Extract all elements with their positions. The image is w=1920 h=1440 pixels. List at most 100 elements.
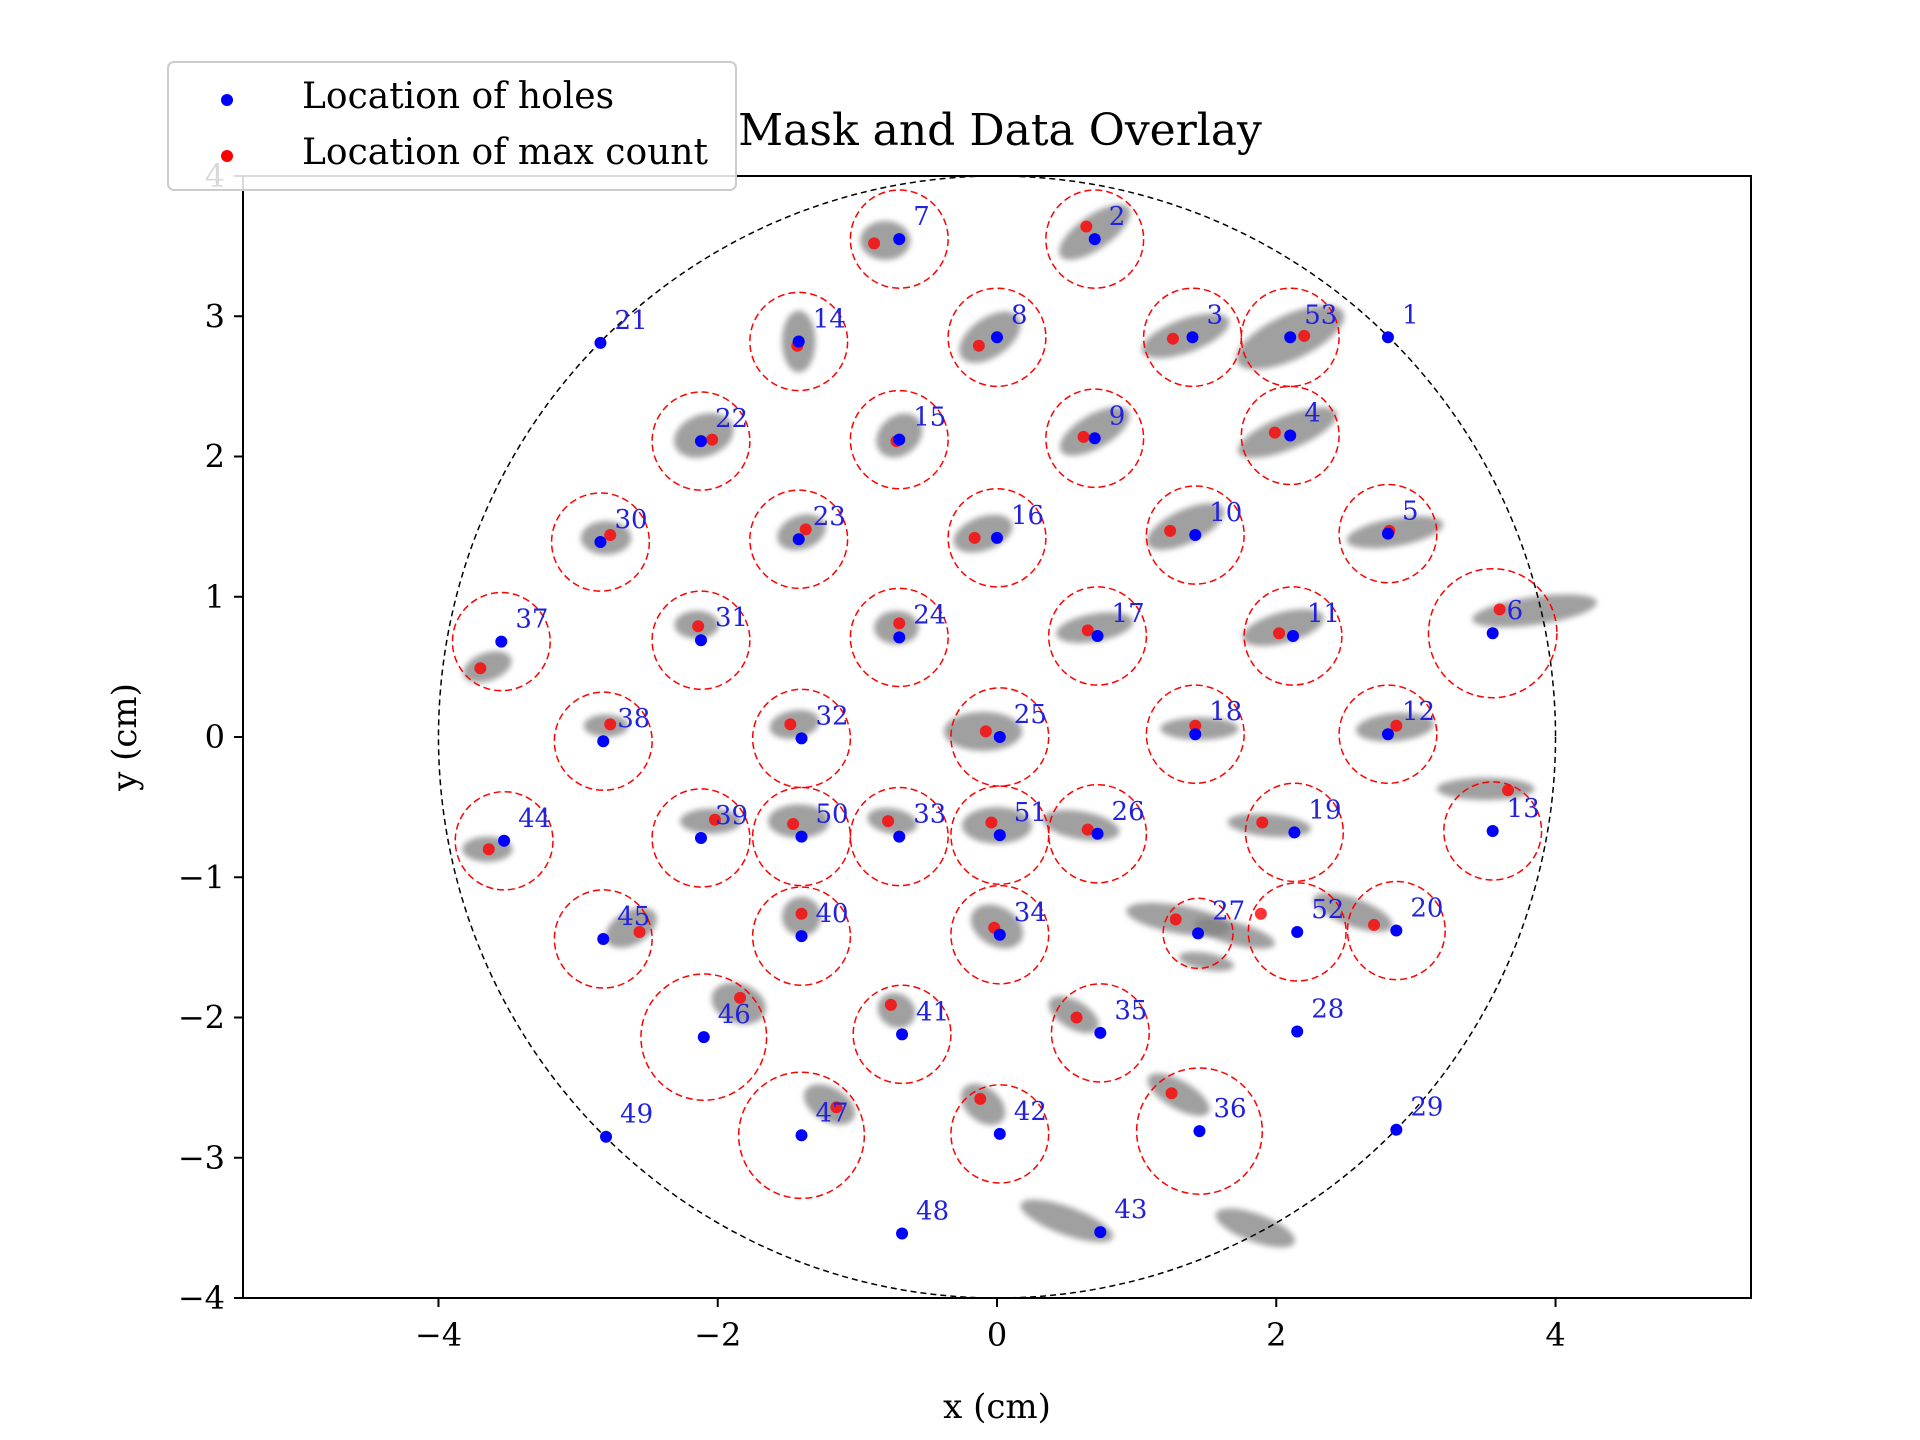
hole-label: 4 — [1304, 398, 1321, 428]
max-count-point — [972, 339, 985, 352]
hole-ring — [947, 488, 1047, 588]
data-blob — [1059, 204, 1131, 260]
data-blob — [1193, 918, 1275, 949]
y-axis-label: y (cm) — [105, 683, 145, 792]
y-tick-label: 3 — [205, 297, 225, 335]
hole-ring — [1047, 586, 1148, 686]
hole-label: 43 — [1114, 1195, 1147, 1225]
hole-ring — [849, 587, 949, 688]
y-tick-label: 1 — [205, 578, 225, 616]
hole-label: 31 — [715, 603, 748, 633]
max-count-point — [784, 718, 797, 731]
max-count-point — [1273, 627, 1286, 640]
hole-ring — [640, 973, 768, 1101]
hole-ring — [849, 389, 949, 490]
hole-label: 2 — [1109, 202, 1126, 232]
x-tick-label: −4 — [415, 1316, 462, 1354]
data-blob — [1020, 1199, 1113, 1243]
hole-ring — [1338, 483, 1438, 584]
data-blob — [1056, 612, 1134, 643]
max-count-point — [633, 925, 646, 938]
legend-marker-max-count — [221, 150, 233, 162]
hole-point — [594, 336, 607, 349]
hole-point — [694, 831, 707, 844]
hole-label: 3 — [1206, 300, 1223, 330]
max-count-point — [968, 531, 981, 544]
hole-label: 48 — [916, 1196, 949, 1226]
hole-ring — [1145, 485, 1245, 585]
hole-point — [993, 829, 1006, 842]
hole-label: 30 — [614, 505, 647, 535]
hole-point — [597, 735, 610, 748]
max-count-point — [706, 433, 719, 446]
max-count-point — [1268, 426, 1281, 439]
hole-label: 5 — [1402, 497, 1419, 527]
max-count-point — [974, 1092, 987, 1105]
hole-label: 47 — [816, 1098, 849, 1128]
hole-point — [896, 1227, 909, 1240]
hole-point — [1186, 331, 1199, 344]
hole-point — [893, 631, 906, 644]
hole-label: 49 — [620, 1100, 653, 1130]
data-blob — [1146, 503, 1225, 550]
hole-label: 52 — [1311, 895, 1344, 925]
hole-point — [893, 233, 906, 246]
hole-point — [1284, 331, 1297, 344]
hole-label: 42 — [1014, 1097, 1047, 1127]
data-blob — [953, 514, 1013, 553]
hole-label: 38 — [617, 704, 650, 734]
y-tick-label: −2 — [178, 999, 225, 1037]
hole-point — [1189, 728, 1202, 741]
hole-point — [1486, 824, 1499, 837]
y-tick-label: 0 — [205, 718, 225, 756]
hole-label: 21 — [614, 306, 647, 336]
hole-point — [893, 830, 906, 843]
hole-point — [1284, 429, 1297, 442]
max-count-point — [734, 991, 747, 1004]
hole-point — [991, 331, 1003, 344]
data-blob — [1059, 406, 1130, 456]
data-layer: 1234567891011121314151617181920212223242… — [437, 176, 1597, 1298]
hole-label: 28 — [1311, 995, 1344, 1025]
y-tick-label: 2 — [205, 438, 225, 476]
hole-label: 20 — [1410, 894, 1443, 924]
hole-label: 50 — [816, 800, 849, 830]
hole-ring — [1050, 983, 1150, 1083]
hole-ring — [1145, 684, 1245, 785]
hole-ring — [1162, 897, 1234, 970]
hole-point — [1390, 924, 1403, 937]
hole-ring — [553, 889, 653, 989]
hole-point — [495, 635, 508, 648]
data-blob — [803, 1084, 856, 1125]
hole-ring — [1045, 388, 1145, 489]
max-count-point — [604, 529, 617, 542]
max-count-point — [1080, 220, 1093, 233]
hole-label: 40 — [816, 899, 849, 929]
hole-ring — [651, 590, 751, 691]
legend: Location of holes Location of max count — [167, 61, 737, 191]
hole-label: 27 — [1212, 896, 1245, 926]
hole-label: 22 — [715, 404, 748, 434]
y-tick-label: −1 — [178, 858, 225, 896]
data-blob — [960, 1083, 1006, 1126]
max-count-point — [884, 998, 897, 1011]
hole-ring — [737, 1071, 866, 1200]
max-count-point — [1169, 913, 1182, 926]
max-count-point — [474, 662, 487, 675]
legend-marker-holes — [221, 94, 233, 106]
hole-point — [795, 1129, 808, 1142]
data-blob — [860, 220, 911, 261]
data-blob — [962, 807, 1032, 844]
hole-point — [694, 435, 707, 448]
data-blob — [1472, 594, 1597, 628]
hole-label: 36 — [1213, 1094, 1246, 1124]
max-count-point — [1493, 603, 1506, 616]
hole-label: 1 — [1402, 300, 1419, 330]
data-blob — [1147, 1073, 1210, 1116]
hole-ring — [1244, 782, 1345, 883]
hole-point — [1288, 826, 1301, 839]
hole-label: 12 — [1402, 697, 1435, 727]
hole-point — [1287, 630, 1300, 643]
hole-ring — [950, 1084, 1050, 1184]
